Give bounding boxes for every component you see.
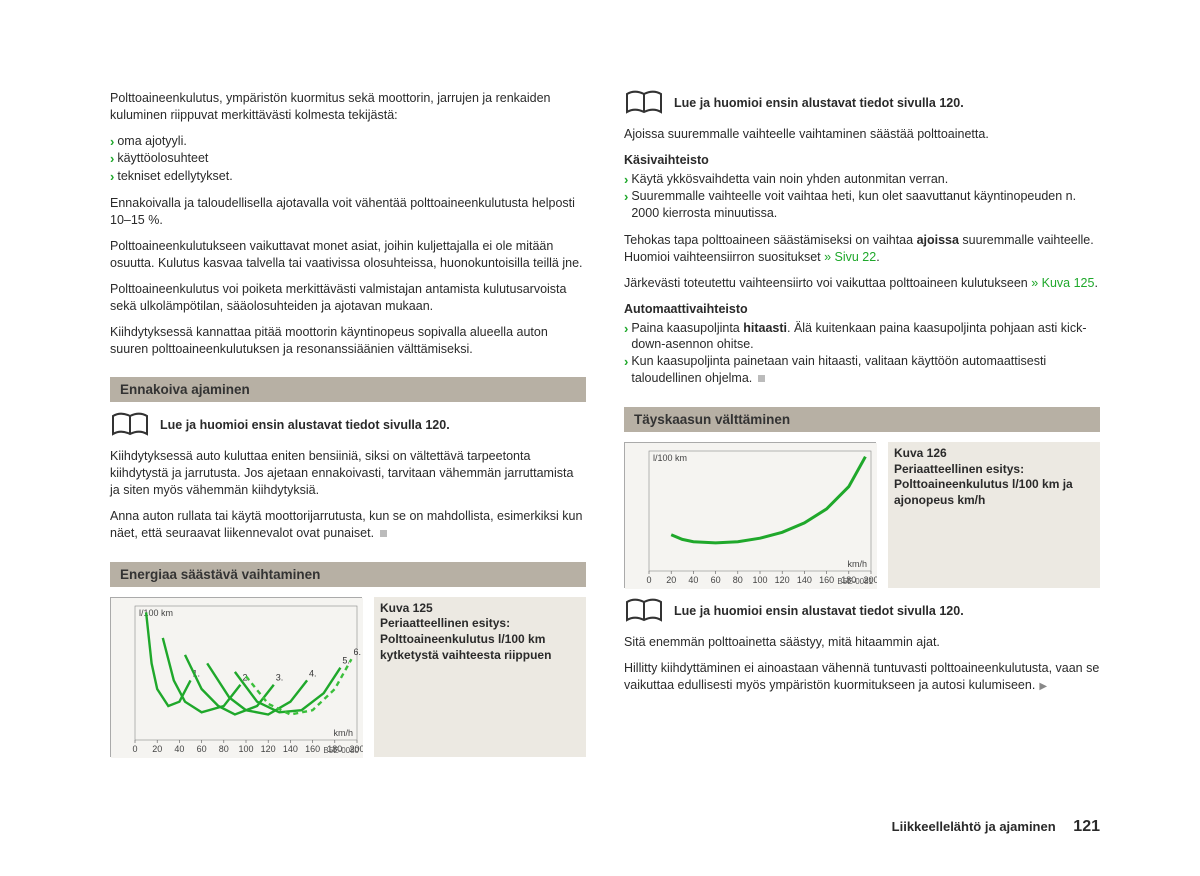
intro-bullets: ›oma ajotyyli. ›käyttöolosuhteet ›teknis…: [110, 133, 586, 186]
read-first-note: Lue ja huomioi ensin alustavat tiedot si…: [110, 412, 586, 438]
intro-para: Polttoaineenkulutus, ympäristön kuormitu…: [110, 90, 586, 124]
svg-text:60: 60: [711, 575, 721, 585]
section-heading: Ennakoiva ajaminen: [110, 377, 586, 402]
svg-text:160: 160: [819, 575, 834, 585]
body-text: Anna auton rullata tai käytä moottorijar…: [110, 508, 586, 542]
body-text: Hillitty kiihdyttäminen ei ainoastaan vä…: [624, 660, 1100, 694]
body-text: Polttoaineenkulutukseen vaikuttavat mone…: [110, 238, 586, 272]
body-text: Kiihdytyksessä auto kuluttaa eniten bens…: [110, 448, 586, 499]
svg-text:l/100 km: l/100 km: [139, 608, 173, 618]
body-text: Sitä enemmän polttoainetta säästyy, mitä…: [624, 634, 1100, 651]
note-text: Lue ja huomioi ensin alustavat tiedot si…: [674, 96, 964, 110]
svg-text:80: 80: [733, 575, 743, 585]
continue-icon: ▶: [1039, 681, 1047, 692]
body-text: Tehokas tapa polttoaineen säästämiseksi …: [624, 232, 1100, 266]
subheading: Automaattivaihteisto: [624, 301, 1100, 318]
read-first-note: Lue ja huomioi ensin alustavat tiedot si…: [624, 90, 1100, 116]
svg-text:40: 40: [688, 575, 698, 585]
svg-text:120: 120: [775, 575, 790, 585]
manual-gearbox-bullets: ›Käytä ykkösvaihdetta vain noin yhden au…: [624, 171, 1100, 222]
body-text: Ajoissa suuremmalle vaihteelle vaihtamin…: [624, 126, 1100, 143]
section-heading: Energiaa säästävä vaihtaminen: [110, 562, 586, 587]
body-text: Polttoaineenkulutus voi poiketa merkittä…: [110, 281, 586, 315]
figure-126-caption: Kuva 126 Periaatteellinen esitys: Poltto…: [888, 442, 1100, 588]
svg-text:l/100 km: l/100 km: [653, 453, 687, 463]
page-footer: Liikkeellelähtö ja ajaminen 121: [892, 818, 1100, 836]
svg-text:20: 20: [152, 744, 162, 754]
section-heading: Täyskaasun välttäminen: [624, 407, 1100, 432]
chevron-icon: ›: [624, 171, 628, 189]
svg-text:140: 140: [283, 744, 298, 754]
right-column: Lue ja huomioi ensin alustavat tiedot si…: [624, 90, 1100, 767]
svg-text:100: 100: [752, 575, 767, 585]
figure-125-caption: Kuva 125 Periaatteellinen esitys: Poltto…: [374, 597, 586, 757]
book-icon: [624, 598, 664, 624]
svg-text:140: 140: [797, 575, 812, 585]
svg-text:0: 0: [646, 575, 651, 585]
svg-text:80: 80: [219, 744, 229, 754]
svg-text:4.: 4.: [309, 668, 317, 678]
chevron-icon: ›: [110, 168, 114, 186]
figure-125-chart: 020406080100120140160180200km/hl/100 km1…: [110, 597, 362, 757]
figure-125-row: 020406080100120140160180200km/hl/100 km1…: [110, 597, 586, 757]
figure-126-chart: 020406080100120140160180200km/hl/100 kmB…: [624, 442, 876, 588]
left-column: Polttoaineenkulutus, ympäristön kuormitu…: [110, 90, 586, 767]
svg-text:0: 0: [132, 744, 137, 754]
book-icon: [110, 412, 150, 438]
svg-text:3.: 3.: [276, 672, 284, 682]
chevron-icon: ›: [110, 133, 114, 151]
page-number: 121: [1073, 818, 1100, 835]
svg-text:km/h: km/h: [333, 728, 353, 738]
subheading: Käsivaihteisto: [624, 152, 1100, 169]
footer-section: Liikkeellelähtö ja ajaminen: [892, 819, 1056, 834]
book-icon: [624, 90, 664, 116]
figure-126-row: 020406080100120140160180200km/hl/100 kmB…: [624, 442, 1100, 588]
note-text: Lue ja huomioi ensin alustavat tiedot si…: [160, 418, 450, 432]
svg-text:100: 100: [238, 744, 253, 754]
chevron-icon: ›: [624, 353, 628, 371]
svg-text:km/h: km/h: [847, 559, 867, 569]
note-text: Lue ja huomioi ensin alustavat tiedot si…: [674, 604, 964, 618]
svg-text:40: 40: [174, 744, 184, 754]
svg-text:120: 120: [261, 744, 276, 754]
body-text: Järkevästi toteutettu vaihteensiirto voi…: [624, 275, 1100, 292]
read-first-note: Lue ja huomioi ensin alustavat tiedot si…: [624, 598, 1100, 624]
svg-text:5.: 5.: [342, 655, 350, 665]
svg-text:6.: 6.: [353, 647, 361, 657]
body-text: Kiihdytyksessä kannattaa pitää moottorin…: [110, 324, 586, 358]
svg-text:160: 160: [305, 744, 320, 754]
auto-gearbox-bullets: ›Paina kaasupoljinta hitaasti. Älä kuite…: [624, 320, 1100, 388]
svg-text:60: 60: [197, 744, 207, 754]
chevron-icon: ›: [624, 320, 628, 338]
chevron-icon: ›: [624, 188, 628, 206]
body-text: Ennakoivalla ja taloudellisella ajotaval…: [110, 195, 586, 229]
svg-text:20: 20: [666, 575, 676, 585]
chevron-icon: ›: [110, 150, 114, 168]
